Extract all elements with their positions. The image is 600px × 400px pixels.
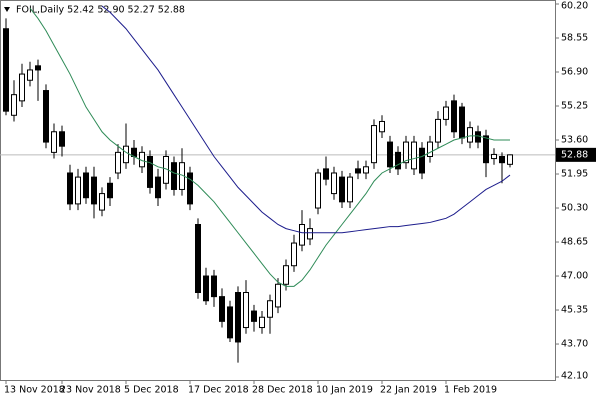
- candle-body: [115, 151, 121, 174]
- candle-body: [259, 316, 265, 329]
- candle-body: [19, 73, 25, 102]
- candle-body: [459, 106, 465, 139]
- candle-body: [499, 155, 505, 164]
- candle-body: [491, 153, 497, 160]
- candle-body: [83, 172, 89, 199]
- y-tick-label: 48.65: [561, 237, 588, 248]
- candle-body: [371, 125, 377, 164]
- candle-body: [147, 155, 153, 188]
- candle-body: [59, 131, 65, 147]
- candle-body: [387, 141, 393, 168]
- candle-body: [475, 131, 481, 143]
- y-tick-label: 56.90: [561, 67, 588, 78]
- candle-body: [403, 141, 409, 164]
- candle-body: [467, 127, 473, 143]
- candle-body: [67, 172, 73, 205]
- candle-body: [443, 106, 449, 120]
- candle-body: [395, 151, 401, 170]
- candle-body: [275, 283, 281, 308]
- chart-title: FOIL,Daily 52.42 52.90 52.27 52.88: [16, 5, 185, 16]
- moving-average: [101, 5, 511, 234]
- y-tick-label: 53.60: [561, 135, 588, 146]
- candle-body: [379, 120, 385, 133]
- candle-body: [123, 145, 129, 164]
- candle-body: [299, 224, 305, 246]
- candle-body: [435, 118, 441, 143]
- candle-body: [99, 193, 105, 211]
- y-tick-label: 51.95: [561, 169, 588, 180]
- candle-body: [307, 228, 313, 240]
- candle-body: [507, 154, 513, 165]
- menu-arrow: [4, 7, 10, 12]
- x-tick-label: 22 Jan 2019: [380, 385, 437, 396]
- x-tick-label: 13 Nov 2018: [4, 385, 65, 396]
- x-tick-label: 17 Dec 2018: [188, 385, 249, 396]
- last-price-label: 52.88: [561, 149, 588, 160]
- y-tick-label: 50.30: [561, 203, 588, 214]
- candle-body: [267, 300, 273, 318]
- candle-body: [427, 141, 433, 157]
- candle-body: [291, 242, 297, 267]
- y-tick-label: 55.25: [561, 101, 588, 112]
- candle-body: [203, 275, 209, 302]
- candle-body: [91, 176, 97, 205]
- candle-body: [27, 69, 33, 81]
- candle-body: [75, 176, 81, 205]
- candle-body: [227, 306, 233, 339]
- last-price-box: [556, 147, 596, 162]
- candle-body: [3, 28, 9, 112]
- candle-body: [195, 224, 201, 294]
- candle-body: [331, 172, 337, 195]
- candle-body: [155, 176, 161, 199]
- x-tick-label: 5 Dec 2018: [124, 385, 179, 396]
- candle-body: [355, 168, 361, 174]
- candle-body: [243, 292, 249, 329]
- candle-body: [451, 100, 457, 133]
- y-tick-label: 42.10: [561, 371, 588, 382]
- y-tick-label: 47.00: [561, 271, 588, 282]
- candle-body: [235, 292, 241, 343]
- y-tick-label: 58.55: [561, 33, 588, 44]
- candle-body: [411, 141, 417, 170]
- x-tick-label: 28 Dec 2018: [252, 385, 313, 396]
- candle-body: [51, 131, 57, 153]
- x-tick-label: 10 Jan 2019: [316, 385, 373, 396]
- y-tick-label: 60.20: [561, 1, 588, 12]
- candle-body: [251, 310, 257, 322]
- candle-body: [363, 166, 369, 174]
- candle-body: [187, 172, 193, 205]
- y-tick-label: 45.35: [561, 305, 588, 316]
- candle-body: [107, 182, 113, 199]
- candle-body: [171, 162, 177, 190]
- candle-body: [211, 275, 217, 298]
- candle-body: [315, 172, 321, 209]
- candle-body: [323, 168, 329, 180]
- candle-body: [11, 94, 17, 116]
- candle-body: [35, 65, 41, 71]
- candle-body: [219, 296, 225, 322]
- x-tick-label: 23 Nov 2018: [60, 385, 121, 396]
- x-tick-label: 1 Feb 2019: [444, 385, 497, 396]
- candle-body: [43, 90, 49, 143]
- candle-body: [419, 147, 425, 174]
- candle-body: [483, 135, 489, 164]
- candle-body: [339, 176, 345, 203]
- y-tick-label: 43.70: [561, 339, 588, 350]
- candle-body: [347, 176, 353, 203]
- moving-average: [29, 7, 510, 287]
- candle-body: [283, 265, 289, 285]
